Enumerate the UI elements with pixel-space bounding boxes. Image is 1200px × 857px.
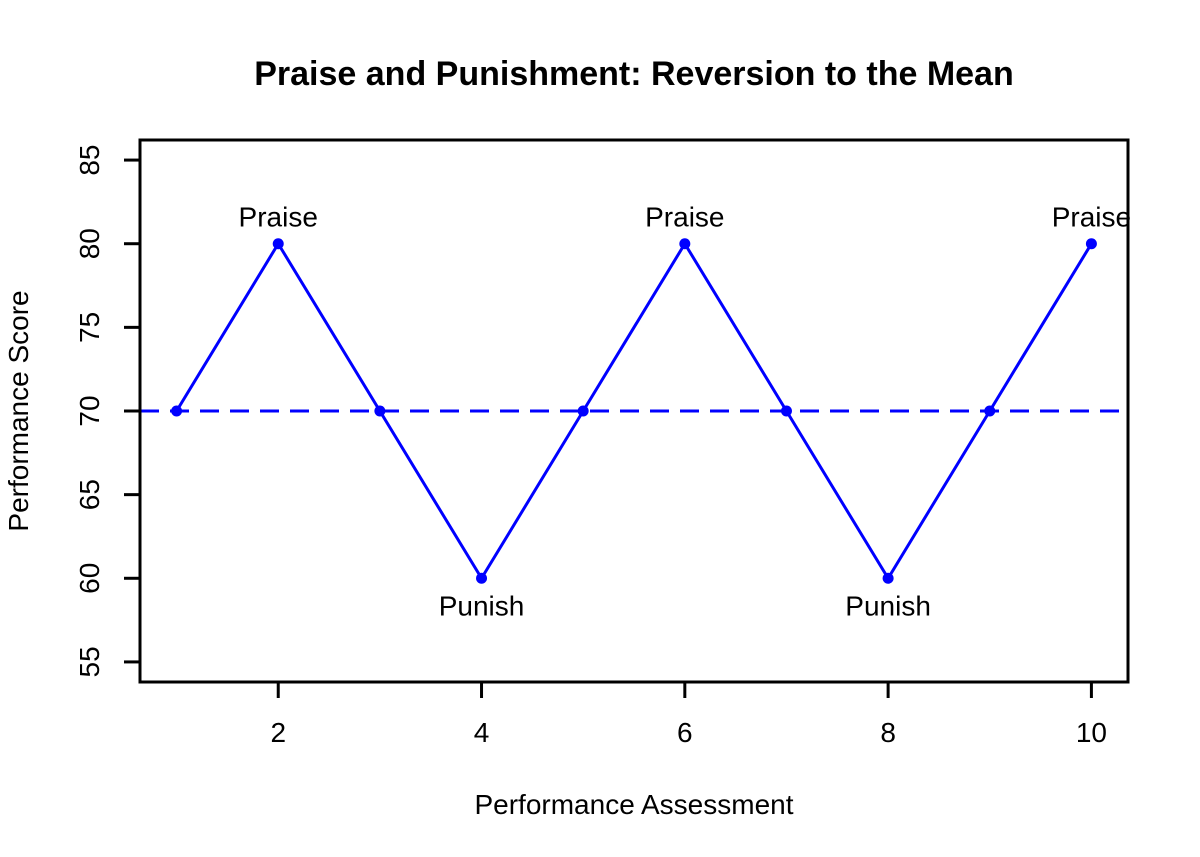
x-tick-label: 8 bbox=[880, 717, 896, 748]
y-tick-label: 75 bbox=[74, 312, 105, 343]
y-tick-label: 65 bbox=[74, 479, 105, 510]
data-point bbox=[272, 238, 284, 250]
annotation-praise: Praise bbox=[239, 202, 318, 233]
annotation-praise: Praise bbox=[645, 202, 724, 233]
data-point bbox=[577, 405, 589, 417]
x-tick-label: 6 bbox=[677, 717, 693, 748]
data-point bbox=[984, 405, 996, 417]
data-point bbox=[679, 238, 691, 250]
plot-area: 2 4 6 8 10 55 60 65 70 75 80 85 Praise Praise Praise Pu… bbox=[74, 138, 1131, 748]
annotation-punish: Punish bbox=[439, 590, 525, 621]
x-tick-label: 2 bbox=[270, 717, 286, 748]
y-axis-label: Performance Score bbox=[3, 290, 34, 531]
y-tick-label: 55 bbox=[74, 646, 105, 677]
data-point bbox=[171, 405, 183, 417]
data-point bbox=[476, 572, 488, 584]
annotation-punish: Punish bbox=[845, 590, 931, 621]
data-point bbox=[374, 405, 386, 417]
x-axis-label: Performance Assessment bbox=[474, 789, 793, 820]
y-tick-label: 60 bbox=[74, 563, 105, 594]
annotation-praise: Praise bbox=[1052, 202, 1131, 233]
series-line bbox=[175, 240, 1093, 582]
y-tick-label: 70 bbox=[74, 395, 105, 426]
data-point bbox=[1085, 238, 1097, 250]
x-tick-label: 10 bbox=[1076, 717, 1107, 748]
x-tick-label: 4 bbox=[474, 717, 490, 748]
data-point bbox=[882, 572, 894, 584]
data-point bbox=[780, 405, 792, 417]
y-tick-label: 80 bbox=[74, 228, 105, 259]
chart-title: Praise and Punishment: Reversion to the … bbox=[254, 55, 1014, 93]
y-tick-label: 85 bbox=[74, 144, 105, 175]
